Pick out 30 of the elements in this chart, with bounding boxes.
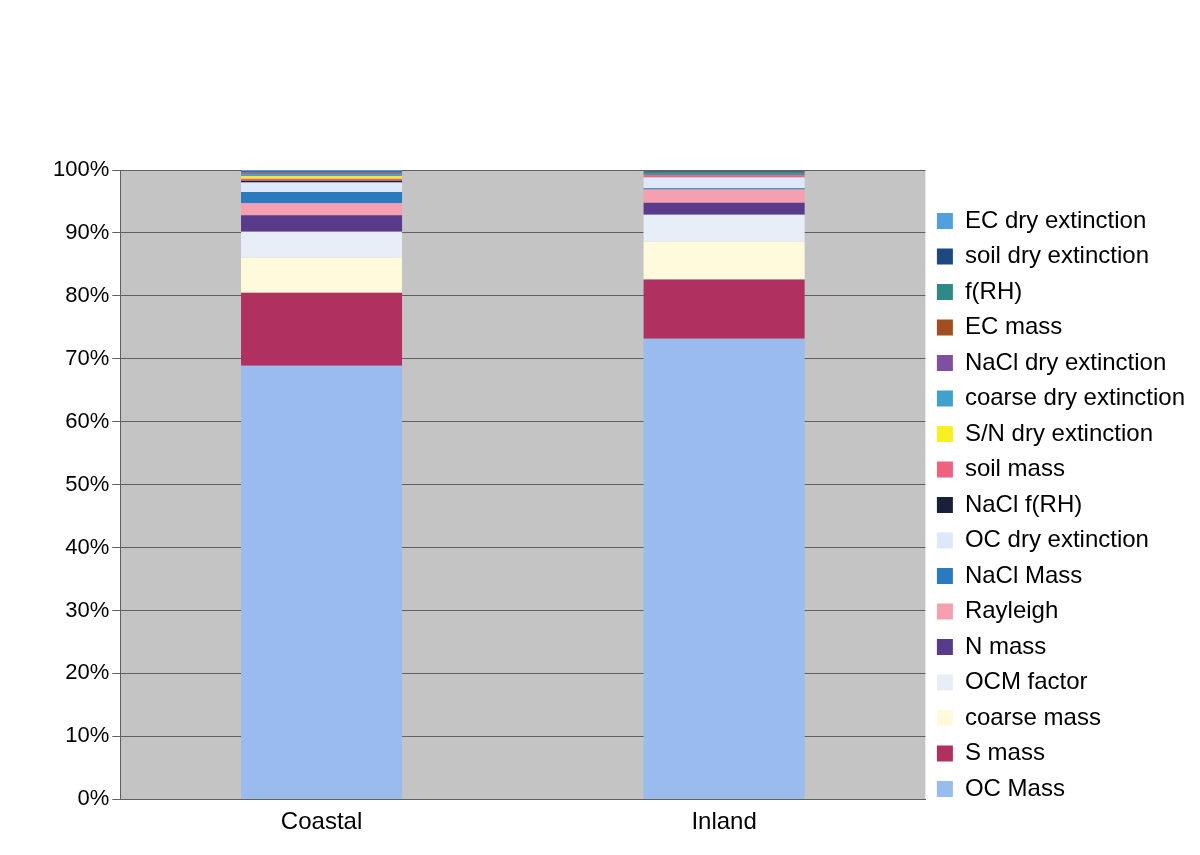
legend-label: soil dry extinction — [964, 241, 1149, 269]
legend-label: NaCl Mass — [964, 560, 1083, 588]
legend-label: coarse mass — [964, 702, 1101, 730]
x-tick-label: Coastal — [280, 807, 363, 835]
y-tick-label: 50% — [65, 470, 110, 496]
legend-label: N mass — [964, 631, 1047, 659]
legend-label: EC mass — [964, 312, 1063, 340]
legend-label: OCM factor — [964, 667, 1088, 695]
legend-label: NaCl f(RH) — [964, 489, 1083, 517]
legend-label: OC Mass — [964, 773, 1065, 801]
legend-label: S mass — [964, 738, 1045, 766]
legend-label: f(RH) — [964, 276, 1023, 304]
legend-label: Rayleigh — [964, 596, 1059, 624]
legend-label: OC dry extinction — [964, 525, 1149, 553]
legend-label: NaCl dry extinction — [964, 347, 1167, 375]
y-tick-label: 70% — [65, 344, 110, 370]
legend-label: soil mass — [964, 454, 1065, 482]
y-tick-label: 40% — [65, 533, 110, 559]
y-tick-label: 80% — [65, 281, 110, 307]
y-tick-label: 90% — [65, 218, 110, 244]
y-tick-label: 60% — [65, 407, 110, 433]
y-tick-label: 0% — [77, 785, 110, 811]
y-tick-label: 100% — [52, 156, 110, 182]
legend-label: S/N dry extinction — [964, 418, 1153, 446]
y-tick-label: 20% — [65, 659, 110, 685]
y-tick-label: 10% — [65, 722, 110, 748]
legend-label: coarse dry extinction — [964, 383, 1186, 411]
x-tick-label: Inland — [691, 807, 757, 835]
legend-label: EC dry extinction — [964, 205, 1147, 233]
y-tick-label: 30% — [65, 596, 110, 622]
